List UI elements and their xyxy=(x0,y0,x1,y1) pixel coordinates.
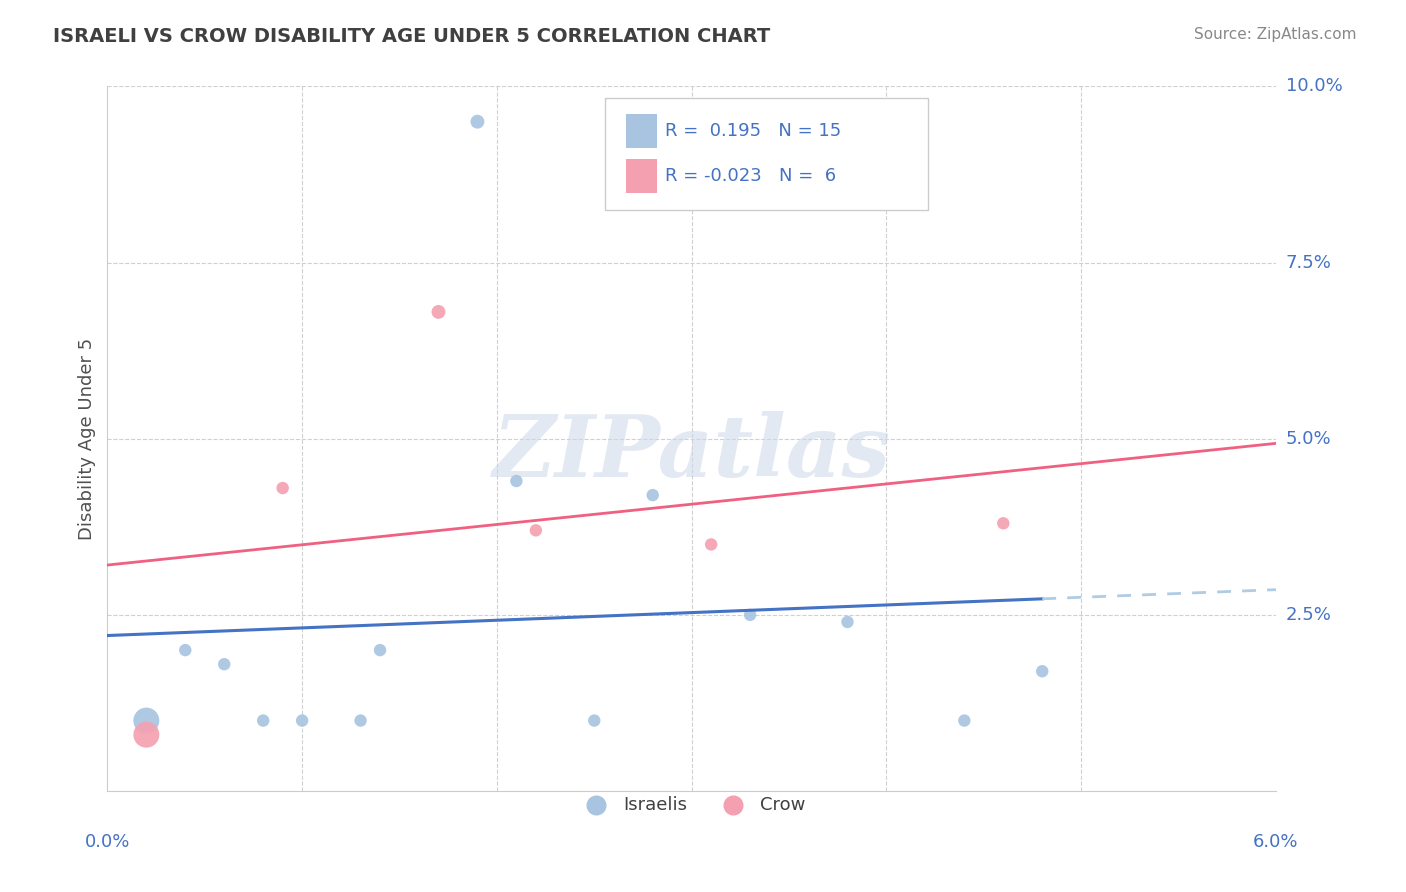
Point xyxy=(953,714,976,728)
Text: 2.5%: 2.5% xyxy=(1285,606,1331,624)
Point xyxy=(252,714,274,728)
Y-axis label: Disability Age Under 5: Disability Age Under 5 xyxy=(79,337,96,540)
Legend: Israelis, Crow: Israelis, Crow xyxy=(571,789,813,821)
Point xyxy=(212,657,235,672)
Point xyxy=(583,714,606,728)
Point xyxy=(505,474,527,488)
Point xyxy=(993,516,1015,531)
Point xyxy=(1031,665,1053,679)
Text: ZIPatlas: ZIPatlas xyxy=(492,411,891,494)
Text: ISRAELI VS CROW DISABILITY AGE UNDER 5 CORRELATION CHART: ISRAELI VS CROW DISABILITY AGE UNDER 5 C… xyxy=(53,27,770,45)
Text: 10.0%: 10.0% xyxy=(1285,78,1343,95)
Text: 7.5%: 7.5% xyxy=(1285,253,1331,271)
Point xyxy=(291,714,314,728)
Text: 5.0%: 5.0% xyxy=(1285,430,1331,448)
Point xyxy=(467,114,489,128)
Text: Source: ZipAtlas.com: Source: ZipAtlas.com xyxy=(1194,27,1357,42)
Point xyxy=(700,537,723,551)
Point xyxy=(135,714,157,728)
Point xyxy=(271,481,294,495)
Point xyxy=(174,643,197,657)
Point xyxy=(349,714,371,728)
Point xyxy=(368,643,391,657)
Point xyxy=(135,728,157,742)
Point xyxy=(738,607,761,622)
Text: 0.0%: 0.0% xyxy=(84,833,131,851)
Point xyxy=(837,615,859,629)
Text: R = -0.023   N =  6: R = -0.023 N = 6 xyxy=(665,168,837,186)
Text: 6.0%: 6.0% xyxy=(1253,833,1299,851)
Point xyxy=(641,488,664,502)
Point xyxy=(427,305,450,319)
Text: R =  0.195   N = 15: R = 0.195 N = 15 xyxy=(665,122,841,140)
Point xyxy=(524,524,547,538)
